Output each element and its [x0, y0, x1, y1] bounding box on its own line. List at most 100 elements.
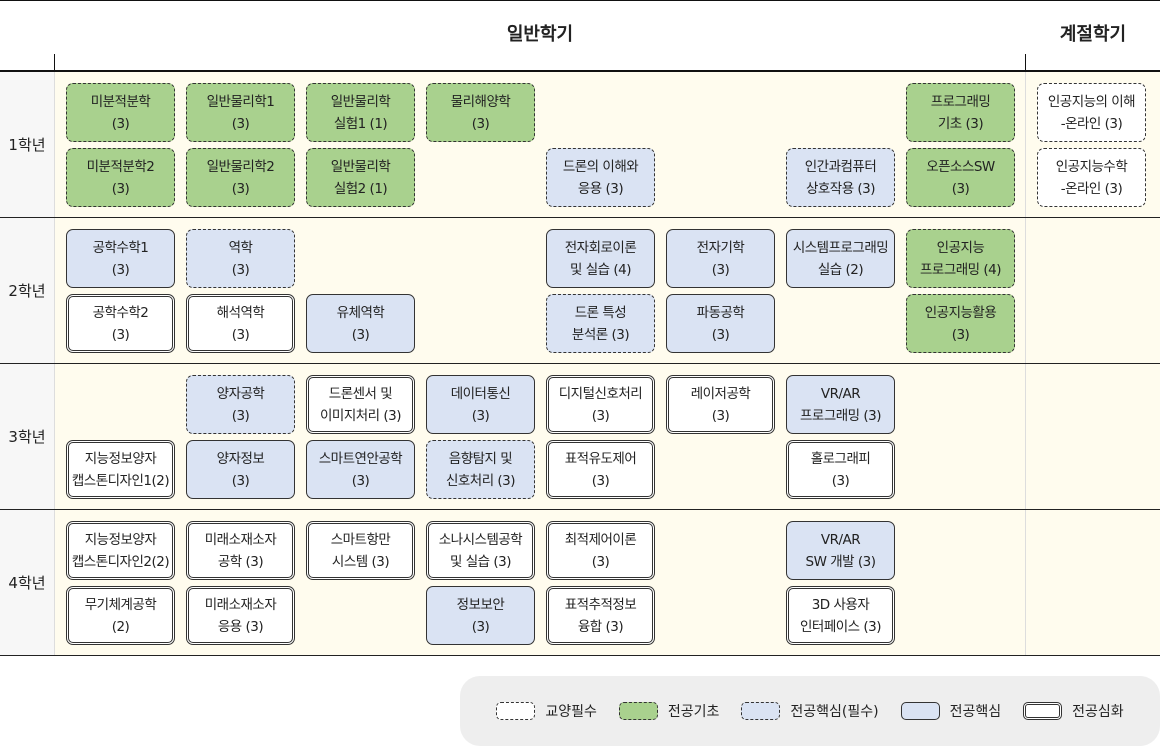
course-credits: SW 개발 (3) — [805, 553, 876, 570]
course-card[interactable]: VR/AR 프로그래밍 (3) — [786, 375, 895, 434]
course-card[interactable]: 양자공학 (3) — [186, 375, 295, 434]
course-card[interactable]: 스마트연안공학 (3) — [306, 440, 415, 499]
course-card[interactable]: 오픈소스SW (3) — [906, 148, 1015, 207]
legend-label: 전공핵심(필수) — [790, 704, 879, 720]
legend-item-mc: 전공핵심 — [900, 701, 1001, 721]
course-credits: (3) — [471, 407, 490, 424]
course-card[interactable]: 드론센서 및 이미지처리 (3) — [306, 375, 415, 434]
course-card[interactable]: 인공지능수학 -온라인 (3) — [1037, 148, 1146, 207]
course-card[interactable]: 일반물리학 실험1 (1) — [306, 83, 415, 142]
course-card[interactable]: 정보보안 (3) — [426, 586, 535, 645]
course-name: 일반물리학2 — [206, 158, 275, 175]
header-season-semester: 계절학기 — [1059, 24, 1127, 45]
course-card[interactable]: 미분적분학 (3) — [66, 83, 175, 142]
course-card[interactable]: 홀로그래피 (3) — [786, 440, 895, 499]
course-credits: 인터페이스 (3) — [799, 618, 882, 635]
header-divider — [54, 54, 55, 70]
course-credits: 상호작용 (3) — [805, 180, 876, 197]
course-card[interactable]: 음향탐지 및 신호처리 (3) — [426, 440, 535, 499]
legend-swatch — [496, 702, 536, 720]
course-credits: -온라인 (3) — [1060, 115, 1123, 132]
course-card[interactable]: 드론 특성 분석론 (3) — [546, 294, 655, 353]
course-name: 데이터통신 — [450, 385, 511, 402]
legend-swatch — [900, 702, 940, 720]
course-card[interactable]: 공학수학2 (3) — [66, 294, 175, 353]
course-card[interactable]: 최적제어이론 (3) — [546, 521, 655, 580]
course-credits: (3) — [471, 618, 490, 635]
course-card[interactable]: 일반물리학 실험2 (1) — [306, 148, 415, 207]
course-name: 유체역학 — [336, 304, 385, 321]
course-credits: 응용 (3) — [217, 618, 264, 635]
course-card[interactable]: 인공지능 프로그래밍 (4) — [906, 229, 1015, 288]
course-card[interactable]: 전자회로이론 및 실습 (4) — [546, 229, 655, 288]
course-credits: (3) — [231, 326, 250, 343]
course-credits: 시스템 (3) — [331, 553, 390, 570]
course-credits: (3) — [711, 407, 730, 424]
course-credits: 캡스톤디자인1(2) — [71, 472, 170, 489]
course-card[interactable]: 데이터통신 (3) — [426, 375, 535, 434]
course-name: 인간과컴퓨터 — [804, 158, 877, 175]
course-card[interactable]: 물리해양학 (3) — [426, 83, 535, 142]
course-card[interactable]: 레이저공학 (3) — [666, 375, 775, 434]
course-credits: 분석론 (3) — [571, 326, 630, 343]
course-card[interactable]: 역학 (3) — [186, 229, 295, 288]
legend-swatch — [618, 702, 658, 720]
course-card[interactable]: 유체역학 (3) — [306, 294, 415, 353]
legend-label: 전공심화 — [1072, 704, 1124, 720]
course-card[interactable]: 미래소재소자 응용 (3) — [186, 586, 295, 645]
course-card[interactable]: 무기체계공학 (2) — [66, 586, 175, 645]
course-card[interactable]: 시스템프로그래밍 실습 (2) — [786, 229, 895, 288]
course-card[interactable]: 전자기학 (3) — [666, 229, 775, 288]
course-credits: -온라인 (3) — [1060, 180, 1123, 197]
course-card[interactable]: 파동공학 (3) — [666, 294, 775, 353]
course-name: 인공지능수학 — [1055, 158, 1128, 175]
course-card[interactable]: 미분적분학2 (3) — [66, 148, 175, 207]
course-card[interactable]: 공학수학1 (3) — [66, 229, 175, 288]
legend-item-adv: 전공심화 — [1023, 701, 1124, 721]
course-credits: 공학 (3) — [217, 553, 264, 570]
course-card[interactable]: 일반물리학1 (3) — [186, 83, 295, 142]
course-name: 스마트항만 — [330, 531, 391, 548]
legend-swatch — [741, 702, 781, 720]
course-credits: (3) — [231, 115, 250, 132]
course-card[interactable]: 양자정보 (3) — [186, 440, 295, 499]
course-credits: 신호처리 (3) — [445, 472, 516, 489]
header-rule — [0, 70, 1160, 72]
course-card[interactable]: 프로그래밍 기초 (3) — [906, 83, 1015, 142]
course-name: 인공지능활용 — [924, 304, 997, 321]
course-name: 인공지능의 이해 — [1047, 93, 1136, 110]
course-card[interactable]: 3D 사용자 인터페이스 (3) — [786, 586, 895, 645]
course-credits: 및 실습 (3) — [450, 553, 511, 570]
course-name: 홀로그래피 — [810, 450, 871, 467]
course-card[interactable]: 인공지능의 이해 -온라인 (3) — [1037, 83, 1146, 142]
course-card[interactable]: 해석역학 (3) — [186, 294, 295, 353]
course-card[interactable]: 디지털신호처리 (3) — [546, 375, 655, 434]
course-credits: 프로그래밍 (4) — [919, 261, 1002, 278]
course-card[interactable]: VR/AR SW 개발 (3) — [786, 521, 895, 580]
year-label: 4학년 — [0, 510, 55, 655]
course-name: 지능정보양자 — [84, 531, 157, 548]
legend: 교양필수 전공기초 전공핵심(필수) 전공핵심 전공심화 — [460, 676, 1160, 746]
course-card[interactable]: 일반물리학2 (3) — [186, 148, 295, 207]
course-name: 미분적분학2 — [86, 158, 155, 175]
course-name: 최적제어이론 — [564, 531, 637, 548]
course-card[interactable]: 표적유도제어 (3) — [546, 440, 655, 499]
course-credits: (3) — [471, 115, 490, 132]
course-card[interactable]: 인공지능활용 (3) — [906, 294, 1015, 353]
course-card[interactable]: 드론의 이해와 응용 (3) — [546, 148, 655, 207]
course-credits: 캡스톤디자인2(2) — [71, 553, 170, 570]
course-name: 스마트연안공학 — [318, 450, 403, 467]
course-credits: (3) — [111, 115, 130, 132]
course-credits: 이미지처리 (3) — [319, 407, 402, 424]
course-card[interactable]: 미래소재소자 공학 (3) — [186, 521, 295, 580]
course-name: 소나시스템공학 — [438, 531, 523, 548]
course-name: 전자기학 — [696, 239, 745, 256]
top-border — [0, 0, 1160, 1]
course-card[interactable]: 표적추적정보 융합 (3) — [546, 586, 655, 645]
course-name: 지능정보양자 — [84, 450, 157, 467]
